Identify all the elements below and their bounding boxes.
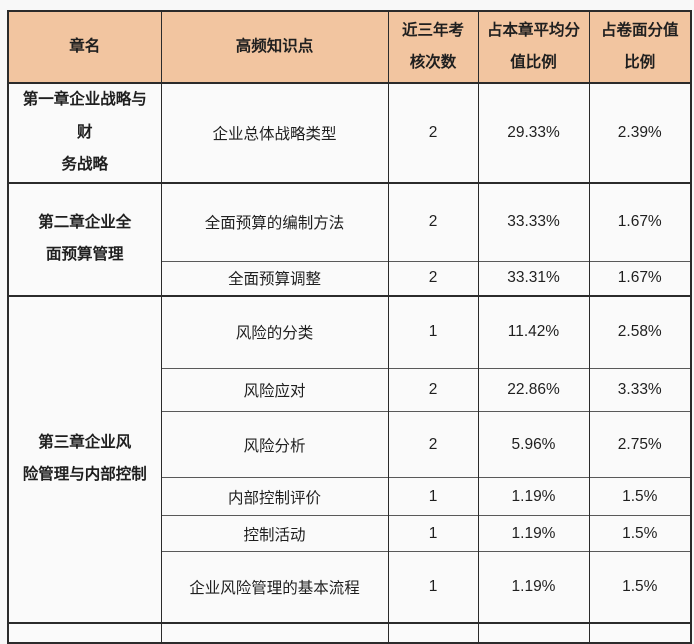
count-cell: 1	[387, 551, 479, 623]
empty-cell	[477, 621, 590, 643]
chapter-pct-cell: 5.96%	[477, 411, 590, 478]
header-row: 章名 高频知识点 近三年考 核次数 占本章平均分 值比例 占卷面分值 比例	[7, 11, 692, 84]
topic-cell: 全面预算调整	[160, 261, 389, 296]
count-cell: 1	[387, 515, 479, 552]
chapter-pct-cell: 22.86%	[477, 368, 590, 412]
paper-pct-cell: 2.58%	[588, 294, 692, 369]
count-cell: 1	[387, 294, 479, 369]
count-cell: 2	[387, 82, 479, 183]
topic-cell: 企业总体战略类型	[160, 82, 389, 183]
chapter-pct-cell: 33.31%	[477, 261, 590, 296]
topic-cell: 全面预算的编制方法	[160, 181, 389, 262]
empty-cell	[7, 621, 162, 643]
table-row: 第三章企业风 险管理与内部控制 风险的分类 1 11.42% 2.58%	[7, 294, 692, 623]
paper-pct-cell: 1.5%	[588, 477, 692, 516]
chapter-pct-cell: 33.33%	[477, 181, 590, 262]
partial-next-row	[7, 621, 692, 643]
table-row: 控制活动 1 1.19% 1.5%	[8, 515, 692, 552]
paper-pct-cell: 1.67%	[588, 261, 692, 296]
empty-cell	[387, 621, 479, 643]
empty-cell	[588, 621, 692, 643]
paper-pct-cell: 2.39%	[588, 82, 692, 183]
table-body: 第一章企业战略与财 务战略 企业总体战略类型 2 29.33% 2.39% 第二章企业全 …	[7, 82, 692, 643]
chapter-name-cell: 第三章企业风 险管理与内部控制	[7, 294, 162, 623]
col-header-topic: 高频知识点	[160, 11, 389, 84]
chapter-pct-cell: 11.42%	[477, 294, 590, 369]
chapter-pct-cell: 1.19%	[477, 477, 590, 516]
topic-cell: 内部控制评价	[160, 477, 389, 516]
topic-cell: 企业风险管理的基本流程	[160, 551, 389, 623]
count-cell: 2	[387, 368, 479, 412]
exam-analysis-table-wrap: 章名 高频知识点 近三年考 核次数 占本章平均分 值比例 占卷面分值 比例 第一…	[7, 10, 692, 644]
chapter-pct-cell: 1.19%	[477, 551, 590, 623]
col-header-chapter-pct: 占本章平均分 值比例	[477, 11, 590, 84]
table-header: 章名 高频知识点 近三年考 核次数 占本章平均分 值比例 占卷面分值 比例	[7, 11, 692, 84]
empty-cell	[160, 621, 389, 643]
table-row: 风险分析 2 5.96% 2.75%	[8, 411, 692, 478]
topic-cell: 风险分析	[160, 411, 389, 478]
paper-pct-cell: 2.75%	[588, 411, 692, 478]
chapter-pct-cell: 1.19%	[477, 515, 590, 552]
paper-pct-cell: 1.67%	[588, 181, 692, 262]
exam-analysis-table: 章名 高频知识点 近三年考 核次数 占本章平均分 值比例 占卷面分值 比例 第一…	[7, 10, 692, 644]
topic-cell: 风险的分类	[160, 294, 389, 369]
count-cell: 2	[387, 261, 479, 296]
count-cell: 2	[387, 181, 479, 262]
chapter-name-cell: 第一章企业战略与财 务战略	[7, 82, 162, 183]
col-header-paper-pct: 占卷面分值 比例	[588, 11, 692, 84]
table-row: 第一章企业战略与财 务战略 企业总体战略类型 2 29.33% 2.39%	[7, 82, 692, 183]
topic-cell: 风险应对	[160, 368, 389, 412]
table-row: 全面预算调整 2 33.31% 1.67%	[8, 261, 692, 296]
count-cell: 1	[387, 477, 479, 516]
table-row: 第二章企业全 面预算管理 全面预算的编制方法 2 33.33% 1.67%	[7, 181, 692, 296]
chapter-name-cell: 第二章企业全 面预算管理	[7, 181, 162, 296]
topic-cell: 控制活动	[160, 515, 389, 552]
count-cell: 2	[387, 411, 479, 478]
table-row: 风险应对 2 22.86% 3.33%	[8, 368, 692, 412]
col-header-count: 近三年考 核次数	[387, 11, 479, 84]
col-header-chapter: 章名	[7, 11, 162, 84]
paper-pct-cell: 3.33%	[588, 368, 692, 412]
table-row: 内部控制评价 1 1.19% 1.5%	[8, 477, 692, 516]
paper-pct-cell: 1.5%	[588, 551, 692, 623]
paper-pct-cell: 1.5%	[588, 515, 692, 552]
chapter-pct-cell: 29.33%	[477, 82, 590, 183]
